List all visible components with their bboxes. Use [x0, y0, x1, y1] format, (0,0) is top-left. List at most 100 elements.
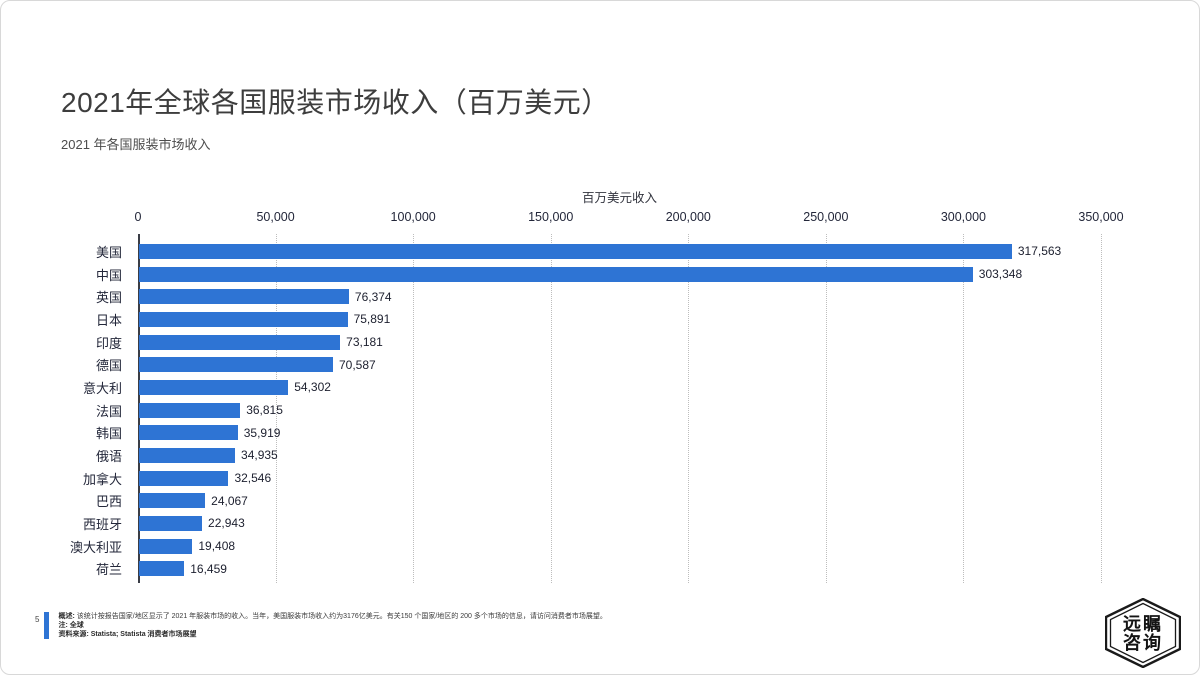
- x-tick-label: 200,000: [665, 210, 711, 224]
- plot-area: 317,563 303,348 76,374 75,891 73,181 70,587 54…: [139, 240, 1101, 580]
- bar: [139, 561, 185, 577]
- bar-value-label: 36,815: [246, 403, 283, 418]
- bar-value-label: 32,546: [234, 471, 272, 486]
- bar-row: 19,408: [139, 535, 1101, 558]
- footer-source-line: 资料来源: Statista; Statista 消费者市场展望: [58, 630, 606, 639]
- gridline: [275, 234, 277, 583]
- bar-row: 76,374: [139, 285, 1101, 308]
- category-label: 西班牙: [82, 516, 122, 532]
- bar-row: 70,587: [139, 353, 1101, 376]
- gridline: [825, 234, 827, 583]
- logo-text: 远瞩 咨询: [1105, 598, 1181, 668]
- category-label: 荷兰: [95, 562, 122, 578]
- bar-row: 317,563: [139, 240, 1101, 263]
- footer-accent-bar: [44, 612, 50, 639]
- page-number: 5: [35, 615, 40, 624]
- hexagon-logo-icon: [1105, 598, 1181, 668]
- footer: 5 概述: 该统计按报告国家/地区显示了 2021 年服装市场的收入。当年，美国…: [35, 612, 607, 639]
- bar: [139, 538, 193, 554]
- page-title: 2021年全球各国服装市场收入（百万美元）: [61, 87, 610, 118]
- x-tick-label: 50,000: [256, 210, 295, 224]
- logo-text-line1: 远瞩: [1123, 614, 1163, 634]
- bar-value-label: 22,943: [208, 516, 245, 531]
- footer-note-text: 该统计按报告国家/地区显示了 2021 年服装市场的收入。当年，美国服装市场收入…: [76, 613, 607, 620]
- bar-row: 22,943: [139, 512, 1101, 535]
- category-label: 印度: [95, 335, 122, 351]
- x-axis-title: 百万美元收入: [581, 191, 657, 205]
- bar-row: 54,302: [139, 376, 1101, 399]
- bar-value-label: 70,587: [339, 357, 376, 372]
- category-label: 韩国: [95, 426, 122, 442]
- gridline: [688, 234, 690, 583]
- x-tick-label: 150,000: [528, 210, 574, 224]
- footer-source-label: 资料来源:: [58, 631, 89, 638]
- bar: [139, 357, 333, 373]
- bar-value-label: 75,891: [353, 312, 391, 327]
- footer-remark-label: 注:: [58, 622, 68, 629]
- category-label: 巴西: [95, 494, 122, 510]
- bar-row: 16,459: [139, 557, 1101, 580]
- bar-value-label: 73,181: [346, 335, 383, 350]
- bar-value-label: 34,935: [241, 448, 278, 463]
- page-subtitle: 2021 年各国服装市场收入: [61, 137, 211, 152]
- bar-value-label: 76,374: [354, 289, 392, 304]
- bar: [139, 470, 229, 486]
- bar-value-label: 303,348: [978, 267, 1023, 281]
- bar-row: 34,935: [139, 444, 1101, 467]
- category-label: 澳大利亚: [69, 539, 122, 555]
- bar: [139, 311, 348, 327]
- gridline: [413, 234, 415, 583]
- logo-text-line2: 咨询: [1123, 633, 1163, 653]
- bar: [139, 447, 236, 463]
- footer-remark-text: 全球: [69, 622, 84, 629]
- footer-notes: 概述: 该统计按报告国家/地区显示了 2021 年服装市场的收入。当年，美国服装…: [58, 612, 606, 639]
- bar: [139, 243, 1012, 259]
- gridline: [963, 234, 965, 583]
- category-label: 中国: [95, 267, 122, 283]
- footer-remark-line: 注: 全球: [58, 621, 606, 630]
- x-axis-ticks: 0 50,000 100,000 150,000 200,000 250,000 300,0…: [134, 210, 1124, 226]
- bar-value-label: 317,563: [1017, 244, 1062, 259]
- category-label: 德国: [95, 358, 122, 374]
- bar-row: 303,348: [139, 263, 1101, 286]
- category-label: 意大利: [82, 380, 122, 396]
- x-tick-label: 300,000: [940, 210, 987, 224]
- bar-value-label: 35,919: [243, 425, 281, 440]
- gridline: [1101, 234, 1102, 583]
- footer-note-line: 概述: 该统计按报告国家/地区显示了 2021 年服装市场的收入。当年，美国服装…: [58, 612, 606, 621]
- bar: [139, 402, 241, 418]
- bar-value-label: 19,408: [198, 539, 236, 554]
- bar: [139, 289, 349, 305]
- bar: [139, 266, 973, 282]
- x-tick-label: 0: [134, 210, 142, 224]
- bar: [139, 334, 341, 350]
- bar-value-label: 16,459: [190, 561, 227, 576]
- category-label: 英国: [95, 290, 122, 306]
- category-label: 法国: [95, 403, 122, 419]
- bar: [139, 379, 289, 395]
- bar: [139, 493, 206, 509]
- gridline: [550, 234, 552, 583]
- bar-row: 35,919: [139, 421, 1101, 444]
- category-labels: 美国中国英国日本印度德国意大利法国韩国俄语加拿大巴西西班牙澳大利亚荷兰: [1, 240, 130, 580]
- x-tick-label: 250,000: [803, 210, 849, 224]
- footer-source-text: Statista; Statista 消费者市场展望: [90, 631, 197, 638]
- category-label: 日本: [95, 312, 122, 328]
- category-label: 美国: [95, 244, 122, 260]
- x-tick-label: 350,000: [1078, 210, 1124, 224]
- company-logo: 远瞩 咨询: [1105, 598, 1181, 668]
- bar-row: 36,815: [139, 399, 1101, 422]
- bar-row: 32,546: [139, 467, 1101, 490]
- bar-row: 24,067: [139, 489, 1101, 512]
- bar-row: 75,891: [139, 308, 1101, 331]
- bar-value-label: 54,302: [294, 380, 331, 395]
- footer-note-label: 概述:: [58, 613, 75, 620]
- x-tick-label: 100,000: [390, 210, 436, 224]
- category-label: 加拿大: [82, 471, 122, 487]
- bar-row: 73,181: [139, 331, 1101, 354]
- bar: [139, 515, 203, 531]
- category-label: 俄语: [95, 448, 122, 464]
- bar: [139, 425, 238, 441]
- bar-value-label: 24,067: [211, 493, 248, 508]
